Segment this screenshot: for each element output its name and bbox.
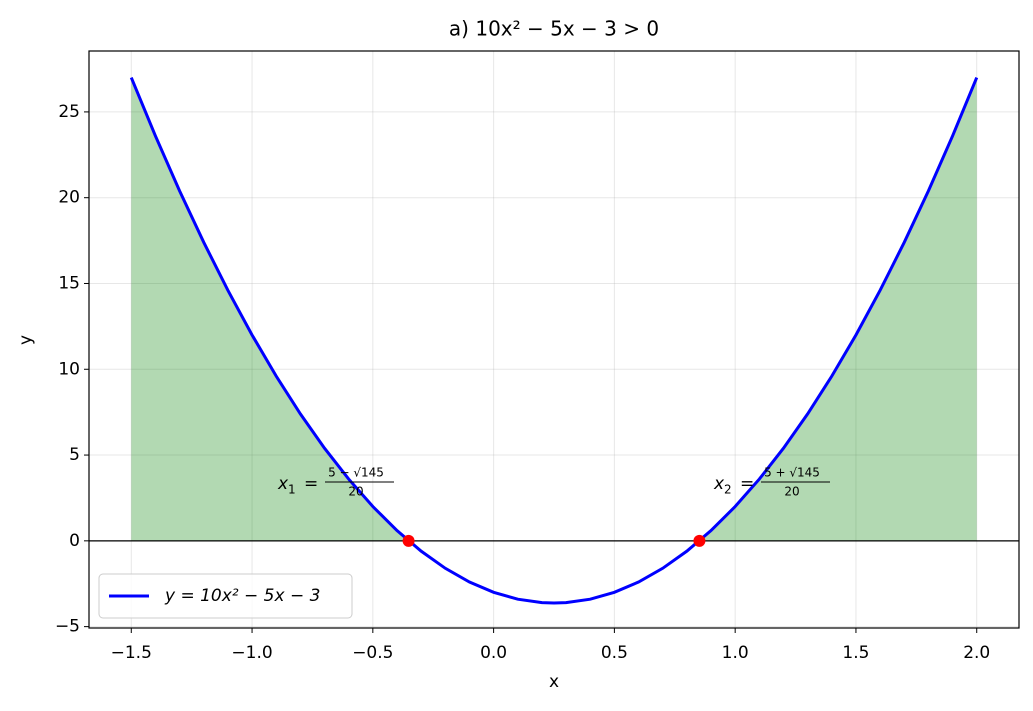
y-tick-label: 10 <box>58 359 80 379</box>
x-tick-label: −1.0 <box>231 643 272 663</box>
annotation-eq: = <box>304 474 318 494</box>
annotation-var: x <box>277 474 289 494</box>
y-tick-label: 5 <box>69 445 80 465</box>
x-tick-label: 0.5 <box>601 643 628 663</box>
x-axis-label: x <box>549 672 559 692</box>
y-tick-label: 0 <box>69 531 80 551</box>
y-axis-label: y <box>16 335 36 345</box>
root-point <box>402 534 415 547</box>
x-tick-label: 1.0 <box>722 643 749 663</box>
curve <box>129 77 979 605</box>
x-tick-label: −0.5 <box>352 643 393 663</box>
y-tick-label: 20 <box>58 188 80 208</box>
axes-frame <box>88 50 1020 629</box>
annotation-den: 20 <box>784 485 799 499</box>
x-tick-label: 2.0 <box>963 643 990 663</box>
root-point <box>693 534 706 547</box>
annotation-sub: 1 <box>288 483 296 497</box>
annotation-sub: 2 <box>724 483 732 497</box>
y-tick-label: 15 <box>58 273 80 293</box>
annotation-eq: = <box>740 474 754 494</box>
x-tick-label: −1.5 <box>111 643 152 663</box>
annotation-var: x <box>713 474 725 494</box>
annotation-num: 5 + √145 <box>764 466 820 480</box>
annotation-num: 5 − √145 <box>328 466 384 480</box>
y-tick-label: 25 <box>58 102 80 122</box>
x-tick-label: 0.0 <box>480 643 507 663</box>
legend-box <box>98 573 353 619</box>
y-tick-label: −5 <box>55 617 80 637</box>
x-tick-label: 1.5 <box>842 643 869 663</box>
positive-area <box>131 77 977 541</box>
annotation-den: 20 <box>348 485 363 499</box>
legend-label: y = 10x² − 5x − 3 <box>164 586 320 606</box>
chart-title: a) 10x² − 5x − 3 > 0 <box>449 17 659 41</box>
